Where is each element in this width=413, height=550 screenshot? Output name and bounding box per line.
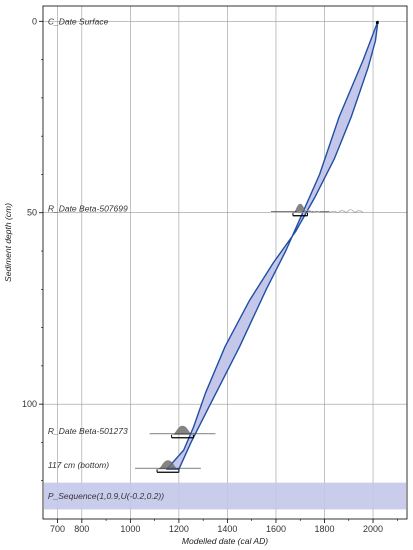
annotation-group: C_Date Surface R_Date Beta-507699 R_Date B… <box>48 16 128 470</box>
sequence-band-group: P_Sequence(1,0.9,U(-0.2,0.2)) <box>44 482 406 510</box>
y-axis-title: Sediment depth (cm) <box>3 203 13 282</box>
posterior-distribution <box>292 203 308 213</box>
x-tick-label: 1400 <box>217 524 237 534</box>
x-tick-label: 2000 <box>363 524 383 534</box>
posterior-distribution <box>171 425 194 435</box>
date-label: R_Date Beta-507699 <box>48 204 128 214</box>
date-label: R_Date Beta-501273 <box>48 426 128 436</box>
x-tick-label: 1000 <box>120 524 140 534</box>
likelihood-distribution <box>295 209 364 214</box>
x-tick-label: 1800 <box>314 524 334 534</box>
date-label: 117 cm (bottom) <box>48 460 109 470</box>
y-tick-label: 0 <box>32 16 37 26</box>
y-tick-label: 50 <box>27 208 37 218</box>
x-axis-title: Modelled date (cal AD) <box>182 536 268 546</box>
date-label: C_Date Surface <box>48 16 109 26</box>
surface-point <box>375 20 379 24</box>
plot-frame <box>42 5 408 520</box>
axis-ticks: 700 800 1000 1200 1400 1600 1800 2000 0 50 100 <box>22 16 398 534</box>
sequence-label: P_Sequence(1,0.9,U(-0.2,0.2)) <box>48 491 164 501</box>
x-tick-label: 1200 <box>169 524 189 534</box>
y-tick-label: 100 <box>22 399 37 409</box>
sequence-band <box>44 482 406 510</box>
x-tick-label: 1600 <box>266 524 286 534</box>
posterior-distribution <box>157 460 179 470</box>
x-tick-label: 700 <box>50 524 65 534</box>
distribution-group <box>135 20 379 473</box>
x-tick-label: 800 <box>74 524 89 534</box>
